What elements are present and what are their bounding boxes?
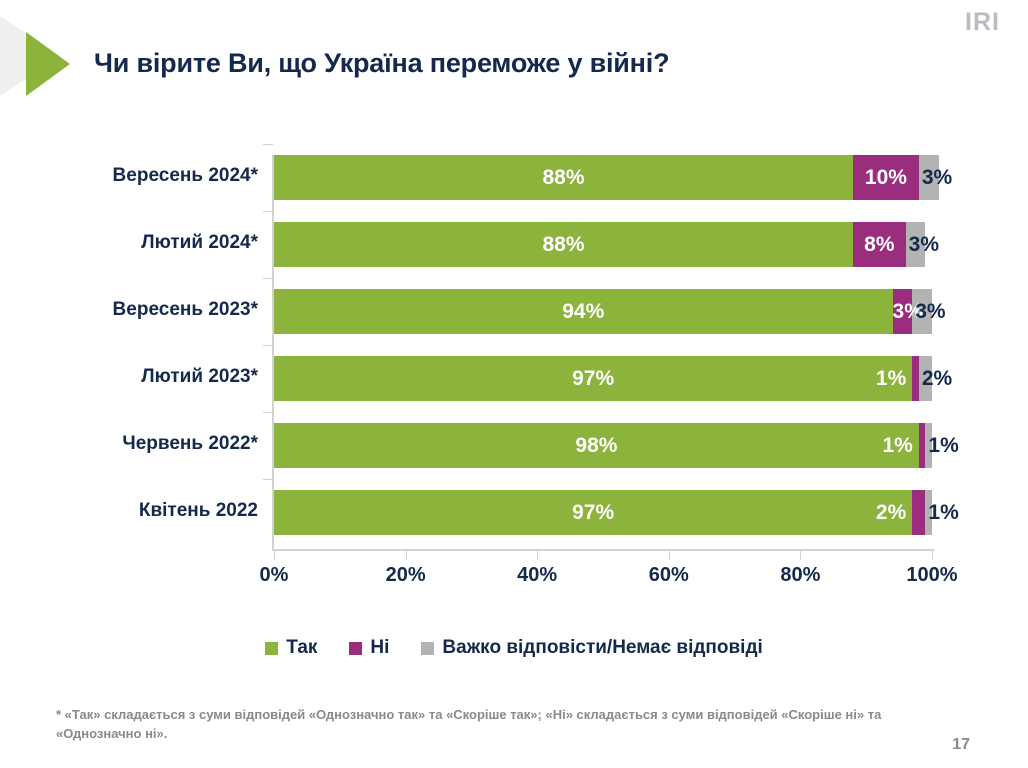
category-label: Вересень 2023* <box>112 299 258 320</box>
bar-segment-no <box>853 222 906 267</box>
data-label-yes: 98% <box>575 434 618 457</box>
bar-segment-dk <box>918 155 939 200</box>
bar-segment-dk <box>905 222 926 267</box>
data-label-no: 8% <box>864 233 895 256</box>
legend-item[interactable]: Ні <box>349 637 389 659</box>
x-axis-tick-label: 100% <box>906 564 958 586</box>
x-axis-tick-label: 20% <box>385 564 426 586</box>
data-label-yes: 94% <box>562 300 605 323</box>
x-axis-line <box>272 549 934 551</box>
y-axis-tick <box>263 412 273 413</box>
bar-segment-dk <box>918 356 932 401</box>
data-label-dk: 3% <box>921 166 953 189</box>
y-axis-tick <box>263 345 273 346</box>
data-label-no: 2% <box>875 501 907 524</box>
legend-item[interactable]: Так <box>265 637 317 659</box>
y-axis-tick <box>263 278 273 279</box>
legend-label: Ні <box>370 637 390 658</box>
x-axis-tick-label: 0% <box>259 564 289 586</box>
bar-row: 97% 2% 1% <box>274 490 959 535</box>
bar-segment-yes <box>274 155 854 200</box>
data-label-yes: 88% <box>542 166 585 189</box>
bar-segment-no <box>918 423 926 468</box>
y-axis-tick <box>263 479 273 480</box>
bar-segment-dk <box>925 423 932 468</box>
bar-segment-no <box>853 155 919 200</box>
bar-row: 98% 1% 1% <box>274 423 959 468</box>
legend-item[interactable]: Важко відповісти/Немає відповіді <box>421 637 763 659</box>
x-axis-tick-label: 80% <box>780 564 821 586</box>
iri-logo: IRI <box>965 8 1000 36</box>
slide-header: Чи вірите Ви, що Україна переможе у війн… <box>0 0 1028 122</box>
bar-row: 88% 10% 3% <box>274 155 952 200</box>
legend-label: Важко відповісти/Немає відповіді <box>442 637 763 658</box>
data-label-no: 1% <box>875 367 907 390</box>
footnote: * «Так» складається з суми відповідей «О… <box>56 707 882 741</box>
data-label-no: 3% <box>892 300 923 323</box>
x-axis-tick-label: 40% <box>517 564 558 586</box>
legend-swatch-icon <box>349 641 363 655</box>
data-label-dk: 2% <box>921 367 953 390</box>
x-axis-tick <box>932 551 933 560</box>
category-label: Червень 2022* <box>122 433 258 454</box>
bar-segment-dk <box>912 289 932 334</box>
x-axis-tick-label: 60% <box>648 564 689 586</box>
category-label: Лютий 2024* <box>141 232 258 253</box>
data-label-dk: 1% <box>928 501 959 524</box>
bar-segment-yes <box>274 490 913 535</box>
data-label-yes: 97% <box>572 367 615 390</box>
page-title: Чи вірите Ви, що Україна переможе у війн… <box>94 48 670 78</box>
bar-segment-yes <box>274 423 919 468</box>
data-label-dk: 3% <box>915 300 946 323</box>
stacked-bar-chart: Вересень 2024* Лютий 2024* Вересень 2023* Л… <box>0 140 1028 610</box>
y-axis-tick <box>263 144 273 145</box>
bar-row: 94% 3% 3% <box>274 289 946 334</box>
category-label: Лютий 2023* <box>141 366 258 387</box>
data-label-dk: 1% <box>928 434 959 457</box>
category-label: Вересень 2024* <box>112 165 258 186</box>
bar-segment-dk <box>925 490 932 535</box>
bar-segment-yes <box>274 289 893 334</box>
page-number: 17 <box>952 736 970 753</box>
y-axis-tick <box>263 211 273 212</box>
bar-segment-no <box>892 289 913 334</box>
bar-segment-no <box>912 356 919 401</box>
legend-label: Так <box>286 637 318 658</box>
data-label-no: 10% <box>864 166 907 189</box>
data-label-dk: 3% <box>908 233 940 256</box>
x-axis-tick <box>537 551 539 560</box>
data-label-no: 1% <box>882 434 913 457</box>
bar-row: 88% 8% 3% <box>274 222 939 267</box>
legend-swatch-icon <box>421 641 435 655</box>
chart-legend: Так Ні Важко відповісти/Немає відповіді <box>0 632 1028 664</box>
data-label-yes: 88% <box>542 233 585 256</box>
x-axis-tick <box>800 551 802 560</box>
x-axis-tick <box>668 551 670 560</box>
category-label: Квітень 2022 <box>138 500 258 521</box>
bar-row: 97% 1% 2% <box>274 356 952 401</box>
bar-segment-yes <box>274 222 854 267</box>
decorative-green-arrow-icon <box>26 32 70 96</box>
y-axis-line <box>272 155 274 551</box>
x-axis-tick <box>405 551 407 560</box>
data-label-yes: 97% <box>572 501 615 524</box>
bar-segment-yes <box>274 356 913 401</box>
x-axis-tick <box>274 551 275 560</box>
legend-swatch-icon <box>265 641 279 655</box>
bar-segment-no <box>912 490 926 535</box>
